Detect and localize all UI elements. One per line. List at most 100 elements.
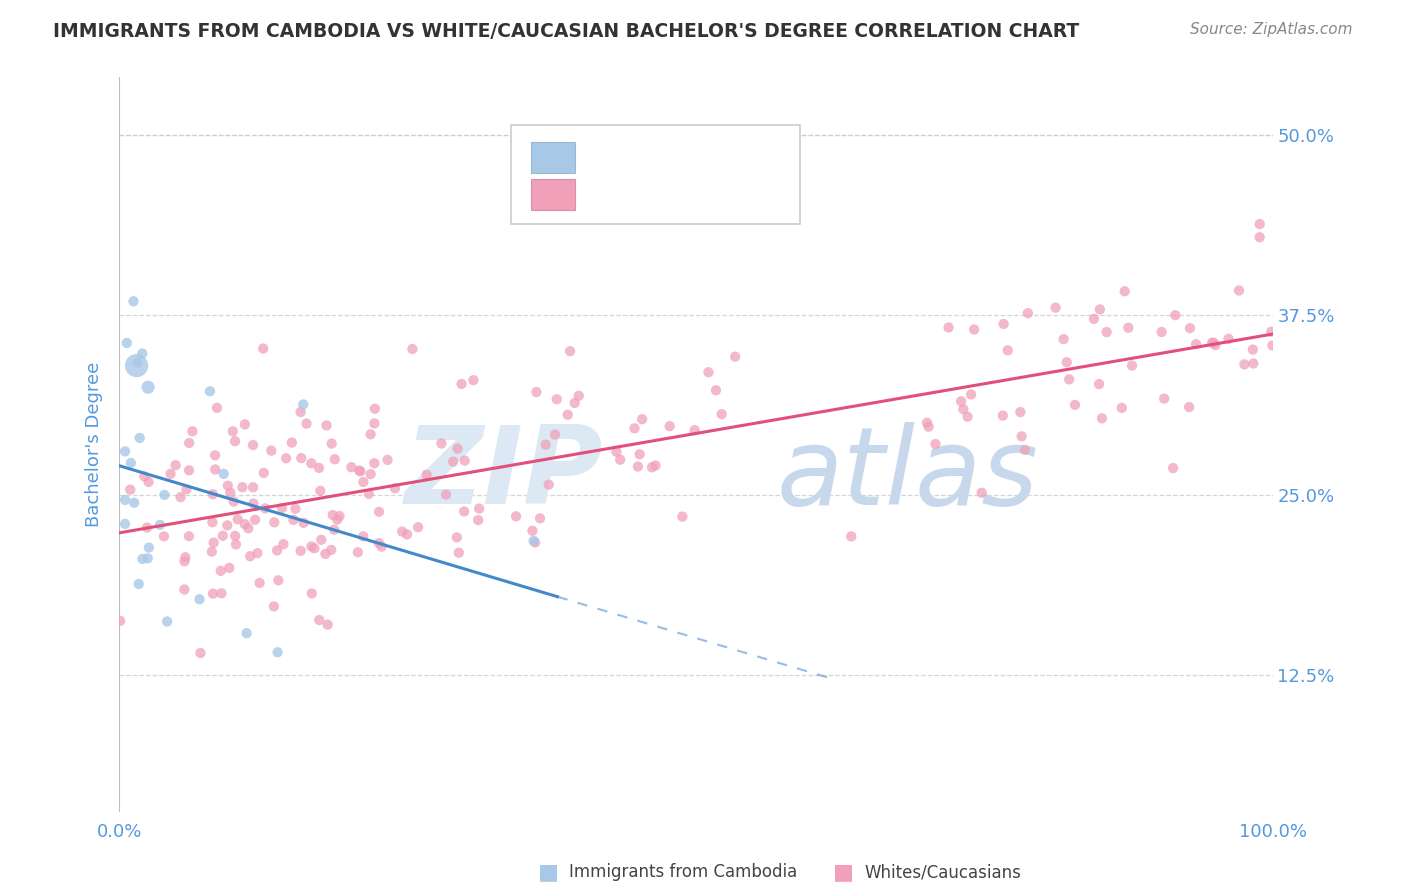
Point (120, 483, 142, 497)
Point (138, 541, 160, 555)
Point (623, 421, 645, 435)
Point (349, 463, 371, 477)
Point (156, 615, 179, 629)
Point (292, 516, 315, 530)
Point (710, 407, 733, 421)
Point (1178, 321, 1201, 335)
Point (219, 485, 242, 500)
Point (238, 521, 260, 535)
Point (153, 488, 176, 502)
Point (136, 551, 159, 566)
Point (546, 392, 568, 407)
Point (915, 416, 938, 430)
Point (233, 417, 256, 432)
Point (299, 540, 322, 554)
Point (204, 448, 226, 462)
Point (558, 344, 581, 359)
Point (605, 444, 627, 458)
Point (224, 434, 246, 449)
Point (704, 384, 727, 398)
Point (401, 342, 423, 356)
Point (217, 518, 239, 533)
Point (1161, 461, 1184, 475)
Point (128, 577, 150, 591)
Point (658, 419, 681, 434)
Point (368, 505, 391, 519)
Point (454, 453, 477, 467)
Point (246, 546, 269, 560)
Point (917, 419, 939, 434)
Point (1064, 398, 1087, 412)
Point (1091, 411, 1114, 425)
Point (1201, 335, 1223, 350)
Point (242, 438, 264, 452)
Point (1241, 343, 1264, 357)
Point (173, 582, 195, 597)
Point (357, 487, 380, 501)
Point (360, 467, 382, 482)
Point (1202, 335, 1225, 350)
Point (991, 409, 1014, 423)
Point (266, 645, 288, 659)
Point (179, 436, 201, 450)
Point (263, 516, 285, 530)
Point (963, 322, 986, 336)
Point (363, 456, 385, 470)
Point (173, 554, 195, 568)
Point (212, 467, 235, 481)
Point (125, 359, 148, 373)
Y-axis label: Bachelor's Degree: Bachelor's Degree (86, 362, 103, 527)
Point (391, 524, 413, 539)
Point (430, 436, 453, 450)
Point (292, 397, 315, 411)
Point (1056, 355, 1078, 369)
Point (243, 513, 266, 527)
Point (352, 475, 374, 489)
Point (505, 509, 527, 524)
Point (627, 459, 650, 474)
Point (683, 423, 706, 437)
Text: R =: R = (592, 148, 631, 166)
Point (174, 550, 197, 565)
Point (122, 294, 145, 309)
Point (468, 501, 491, 516)
Point (697, 365, 720, 379)
Point (1121, 359, 1143, 373)
Point (283, 513, 305, 527)
Point (122, 496, 145, 510)
Text: IMMIGRANTS FROM CAMBODIA VS WHITE/CAUCASIAN BACHELOR'S DEGREE CORRELATION CHART: IMMIGRANTS FROM CAMBODIA VS WHITE/CAUCAS… (53, 22, 1080, 41)
Point (537, 477, 560, 491)
Point (205, 401, 228, 415)
Point (950, 394, 973, 409)
Point (1150, 325, 1173, 339)
Point (295, 417, 318, 431)
Point (252, 342, 274, 356)
Point (1014, 442, 1036, 457)
Point (316, 617, 339, 632)
Point (177, 463, 200, 477)
Point (267, 574, 290, 588)
Point (956, 409, 979, 424)
Point (323, 452, 346, 467)
Point (136, 380, 159, 394)
Point (127, 356, 149, 370)
Point (242, 480, 264, 494)
Point (309, 533, 332, 547)
Point (290, 543, 312, 558)
Point (188, 592, 211, 607)
Point (242, 496, 264, 510)
Point (326, 513, 349, 527)
Text: -0.289: -0.289 (636, 148, 700, 166)
Point (281, 435, 304, 450)
Point (960, 387, 983, 401)
Point (447, 546, 470, 560)
Point (314, 547, 336, 561)
FancyBboxPatch shape (531, 178, 575, 210)
Point (1249, 217, 1271, 231)
Point (131, 346, 153, 360)
Text: ■: ■ (834, 863, 853, 882)
Text: Source: ZipAtlas.com: Source: ZipAtlas.com (1189, 22, 1353, 37)
Point (1178, 400, 1201, 414)
Point (323, 523, 346, 537)
Point (1241, 356, 1264, 370)
